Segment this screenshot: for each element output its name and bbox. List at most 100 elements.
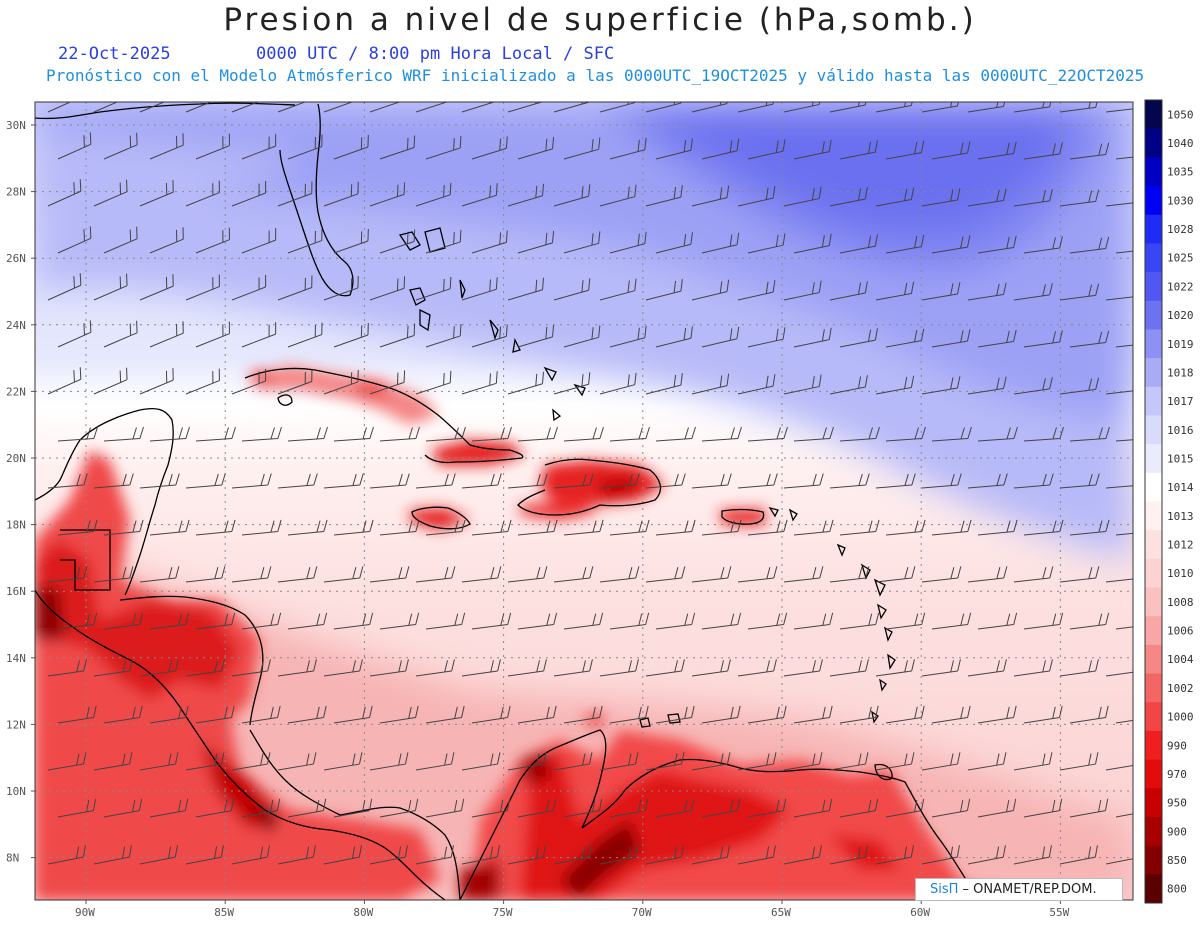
colorbar-swatch (1145, 730, 1162, 761)
forecast-note: Pronóstico con el Modelo Atmósferico WRF… (46, 66, 1145, 85)
valid-date-line: 22-Oct-2025 0000 UTC / 8:00 pm Hora Loca… (58, 44, 614, 64)
colorbar-swatch (1145, 214, 1162, 244)
trinidad-coast (874, 763, 893, 781)
colorbar-label: 970 (1167, 768, 1187, 781)
puerto-rico-coast (721, 508, 765, 525)
lon-label: 60W (910, 906, 930, 919)
lat-label: 14N (6, 652, 26, 665)
colorbar-swatch (1145, 816, 1162, 847)
colorbar-swatch (1145, 386, 1162, 416)
credit-box: SisΠ – ONAMET/REP.DOM. (915, 878, 1123, 901)
cuba-coast (244, 367, 524, 464)
colorbar-label: 990 (1167, 739, 1187, 752)
longitude-labels: 90W 85W 80W 75W 70W 65W 60W 55W (75, 900, 1070, 919)
colorbar-swatch (1145, 874, 1162, 904)
colorbar-label: 1000 (1167, 711, 1194, 724)
lat-label: 18N (6, 519, 26, 532)
yucatan-coast (35, 407, 174, 596)
lat-label: 20N (6, 452, 26, 465)
lon-label: 75W (493, 906, 513, 919)
isla-juventud-coast (277, 394, 293, 406)
lat-label: 8N (6, 852, 19, 865)
colorbar-label: 1019 (1167, 338, 1194, 351)
colorbar-label: 1050 (1167, 108, 1194, 121)
colorbar-swatch (1145, 100, 1162, 130)
colorbar-swatch (1145, 587, 1162, 617)
colorbar-label: 1035 (1167, 166, 1194, 179)
colorbar-swatch (1145, 673, 1162, 703)
colorbar-label: 1018 (1167, 366, 1194, 379)
lat-label: 22N (6, 385, 26, 398)
colorbar-swatch (1145, 759, 1162, 789)
colorbar-swatch (1145, 128, 1162, 158)
colorbar-swatch (1145, 530, 1162, 560)
map-field (35, 102, 1133, 900)
colombia-coast (459, 729, 607, 900)
map-title: Presion a nivel de superficie (hPa,somb.… (223, 2, 977, 38)
colorbar-label: 1020 (1167, 309, 1194, 322)
colorbar-label: 800 (1167, 883, 1187, 896)
colorbar-label: 1012 (1167, 539, 1194, 552)
colorbar-label: 850 (1167, 854, 1187, 867)
jamaica-coast (411, 506, 471, 530)
valid-date: 22-Oct-2025 (58, 44, 171, 64)
sispi-logo: SisΠ (930, 882, 959, 897)
lesser-antilles-coast (768, 506, 896, 724)
colorbar-swatch (1145, 272, 1162, 302)
colorbar-swatch (1145, 702, 1162, 732)
colorbar-swatch (1145, 358, 1162, 388)
colorbar-label: 1010 (1167, 567, 1194, 580)
hispaniola-coast (517, 458, 662, 516)
colorbar-label: 950 (1167, 797, 1187, 810)
colorbar-swatch (1145, 157, 1162, 187)
lon-label: 70W (632, 906, 652, 919)
colorbar-swatch (1145, 616, 1162, 646)
colorbar-swatch (1145, 644, 1162, 675)
latitude-labels: 30N 28N 26N 24N 22N 20N 18N 16N 14N 12N 10N 8N (6, 119, 35, 865)
colorbar-label: 1025 (1167, 252, 1194, 265)
bahamas-coast (398, 227, 586, 422)
lat-label: 30N (6, 119, 26, 132)
gulf-coast (35, 102, 296, 120)
colorbar-swatch (1145, 845, 1162, 875)
map-frame (34, 101, 1134, 901)
lon-label: 85W (214, 906, 234, 919)
colorbar-swatch (1145, 501, 1162, 531)
colorbar-label: 1004 (1167, 653, 1194, 666)
florida-coast (279, 103, 354, 297)
abc-islands-coast (639, 713, 681, 728)
lon-label: 90W (75, 906, 95, 919)
colorbar-label: 1002 (1167, 682, 1194, 695)
lat-label: 16N (6, 585, 26, 598)
lat-label: 28N (6, 186, 26, 199)
colorbar-label: 1030 (1167, 194, 1194, 207)
lat-label: 24N (6, 319, 26, 332)
colorbar-label: 1013 (1167, 510, 1194, 523)
colorbar-label: 1017 (1167, 395, 1194, 408)
colorbar: 1050 1040 1035 1030 1028 1025 1022 1020 1019 1018… (1144, 99, 1194, 904)
colorbar-label: 900 (1167, 825, 1187, 838)
valid-time: 0000 UTC / 8:00 pm Hora Local / SFC (256, 44, 615, 64)
colorbar-label: 1022 (1167, 280, 1194, 293)
belize-guatemala-border (60, 529, 111, 591)
colorbar-label: 1008 (1167, 596, 1194, 609)
colorbar-swatch (1145, 186, 1162, 216)
colorbar-label: 1014 (1167, 481, 1194, 494)
lat-label: 10N (6, 785, 26, 798)
pressure-shading (35, 102, 1133, 900)
colorbar-swatch (1145, 329, 1162, 359)
colorbar-swatch (1145, 558, 1162, 589)
colorbar-label: 1040 (1167, 137, 1194, 150)
colorbar-label: 1028 (1167, 223, 1194, 236)
colorbar-swatch (1145, 444, 1162, 474)
colorbar-label: 1006 (1167, 625, 1194, 638)
lat-label: 12N (6, 718, 26, 731)
lon-label: 55W (1049, 906, 1069, 919)
colorbar-label: 1015 (1167, 452, 1194, 465)
lon-label: 80W (353, 906, 373, 919)
honduras-coast (119, 595, 264, 726)
colorbar-swatch (1145, 300, 1162, 330)
colorbar-swatch (1145, 472, 1162, 502)
wind-barbs (47, 102, 1133, 865)
